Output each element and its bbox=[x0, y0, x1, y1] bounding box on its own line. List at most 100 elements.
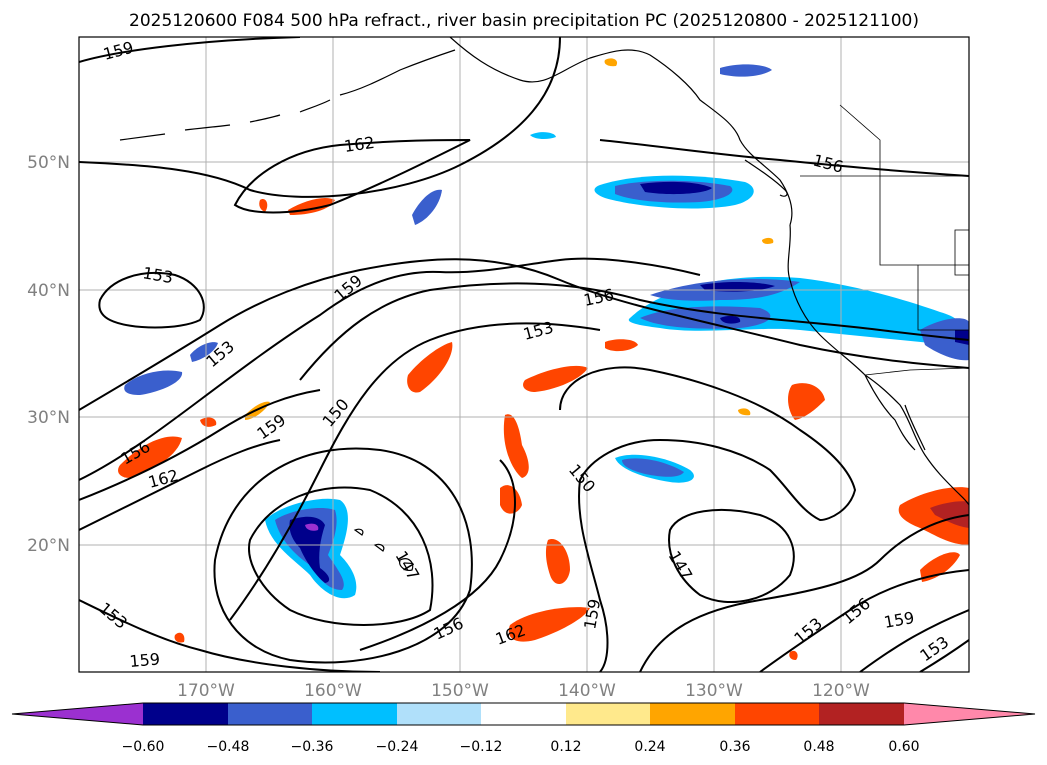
blue-area-southwest-usa bbox=[920, 318, 969, 361]
orange-area-south-1 bbox=[503, 414, 529, 478]
colorbar-segment-2 bbox=[228, 703, 312, 725]
colorbar-tick: −0.12 bbox=[460, 739, 503, 755]
latitude-labels: 50°N 40°N 30°N 20°N bbox=[27, 153, 70, 556]
contour-153-loop bbox=[98, 271, 205, 329]
colorbar-tick: 0.48 bbox=[803, 739, 834, 755]
colorbar-segment-0 bbox=[12, 703, 143, 725]
purple-core-hawaii bbox=[305, 523, 319, 531]
dark-blue-area-central-pacific bbox=[622, 458, 684, 477]
lon-label-120w: 120°W bbox=[812, 681, 870, 701]
orange-area-small-6 bbox=[762, 237, 774, 244]
contour-162-west bbox=[79, 439, 281, 531]
colorbar-tick: −0.36 bbox=[291, 739, 334, 755]
contour-162-loop bbox=[233, 139, 471, 214]
map-panel: 159 162 153 159 153 156 150 153 156 162 … bbox=[78, 36, 970, 673]
lat-label-30n: 30°N bbox=[27, 408, 70, 428]
colorbar-tick: 0.24 bbox=[634, 739, 665, 755]
orange-area-small-1 bbox=[200, 417, 217, 427]
contours bbox=[79, 37, 969, 672]
orange-area-mid-3 bbox=[605, 339, 638, 352]
colorbar-segment-4 bbox=[397, 703, 481, 725]
orange-area-mid-2 bbox=[523, 365, 588, 392]
orange-area-small-7 bbox=[738, 408, 751, 416]
hawaii-islands bbox=[353, 528, 414, 571]
lon-label-130w: 130°W bbox=[685, 681, 743, 701]
contour-159-north bbox=[79, 37, 301, 63]
blue-area-small-1 bbox=[190, 342, 218, 362]
orange-area-mexico-south bbox=[920, 552, 960, 582]
map-title: 2025120600 F084 500 hPa refract., river … bbox=[129, 11, 919, 31]
contour-150-outer bbox=[213, 447, 473, 664]
longitude-labels: 170°W 160°W 150°W 140°W 130°W 120°W bbox=[177, 681, 870, 701]
orange-area-baja bbox=[788, 383, 825, 420]
contour-159-east bbox=[859, 609, 969, 672]
orange-area-south-2 bbox=[500, 485, 522, 514]
contour-153-se bbox=[919, 639, 969, 672]
vancouver-island bbox=[744, 159, 788, 197]
contour-label: 159 bbox=[129, 649, 161, 671]
lat-label-20n: 20°N bbox=[27, 536, 70, 556]
colorbar-outline bbox=[11, 702, 1036, 726]
lon-label-170w: 170°W bbox=[177, 681, 235, 701]
blue-area-west-pacific bbox=[124, 370, 183, 395]
orange-area-small-2 bbox=[174, 632, 185, 643]
blue-area-small-4 bbox=[530, 132, 556, 140]
navy-core-hawaii bbox=[289, 516, 330, 583]
orange-area-north-2 bbox=[259, 199, 268, 212]
colorbar-segment-5 bbox=[481, 703, 566, 725]
contour-156-south bbox=[359, 459, 516, 651]
colorbar-segment-8 bbox=[735, 703, 819, 725]
colorbar-segment-6 bbox=[566, 703, 650, 725]
orange-area-south-4 bbox=[508, 607, 590, 642]
colorbar-segment-9 bbox=[819, 703, 904, 725]
colorbar-tick: −0.48 bbox=[207, 739, 250, 755]
blue-area-small-2 bbox=[412, 189, 442, 225]
borders bbox=[800, 104, 969, 376]
orange-area-dateline bbox=[118, 436, 182, 478]
contour-159-coast bbox=[599, 139, 969, 177]
alaska-coast bbox=[449, 37, 793, 226]
contour-150-east bbox=[559, 366, 857, 672]
navy-core-north-pacific bbox=[640, 181, 712, 195]
orange-area-small-4 bbox=[789, 650, 798, 660]
lon-label-150w: 150°W bbox=[431, 681, 489, 701]
contour-162-north bbox=[79, 37, 561, 198]
colorbar-ticks: −0.60 −0.48 −0.36 −0.24 −0.12 0.12 0.24 … bbox=[122, 739, 920, 755]
colorbar-tick: 0.12 bbox=[550, 739, 581, 755]
colorbar-tick: −0.24 bbox=[376, 739, 419, 755]
orange-area-mexico bbox=[898, 487, 969, 545]
blue-area-small-3 bbox=[720, 64, 772, 77]
colorbar-tick: −0.60 bbox=[122, 739, 165, 755]
colorbar-tick: 0.36 bbox=[719, 739, 750, 755]
west-coast-north-america bbox=[787, 224, 969, 506]
us-mexico-border bbox=[864, 367, 969, 376]
orange-area-small-5 bbox=[604, 58, 618, 67]
lon-label-160w: 160°W bbox=[304, 681, 362, 701]
colorbar-segment-7 bbox=[650, 703, 735, 725]
contour-159-mid bbox=[79, 257, 701, 481]
aleutian-islands bbox=[119, 49, 456, 141]
contour-156-east bbox=[639, 514, 969, 672]
map-background bbox=[79, 37, 969, 672]
contour-153-mid bbox=[79, 258, 969, 411]
navy-core-southwest-usa bbox=[955, 330, 969, 345]
colorbar-segment-10 bbox=[904, 703, 1035, 725]
coastlines bbox=[119, 37, 969, 571]
lat-label-50n: 50°N bbox=[27, 153, 70, 173]
colorbar-segment-3 bbox=[312, 703, 397, 725]
colorbar-tick: 0.60 bbox=[888, 739, 919, 755]
lat-label-40n: 40°N bbox=[27, 281, 70, 301]
contour-156-west bbox=[79, 389, 321, 501]
red-core-mexico bbox=[930, 501, 969, 528]
colorbar-segment-1 bbox=[143, 703, 228, 725]
gulf-of-california bbox=[904, 404, 926, 451]
contour-153-east bbox=[759, 569, 969, 672]
state-borders bbox=[839, 104, 969, 331]
contour-156-mid bbox=[299, 282, 969, 381]
map-frame bbox=[78, 36, 970, 673]
contour-150-mid bbox=[229, 322, 601, 621]
contour-label: 162 bbox=[343, 133, 376, 156]
contour-153-south bbox=[79, 599, 381, 672]
orange-area-south-3 bbox=[545, 539, 570, 585]
